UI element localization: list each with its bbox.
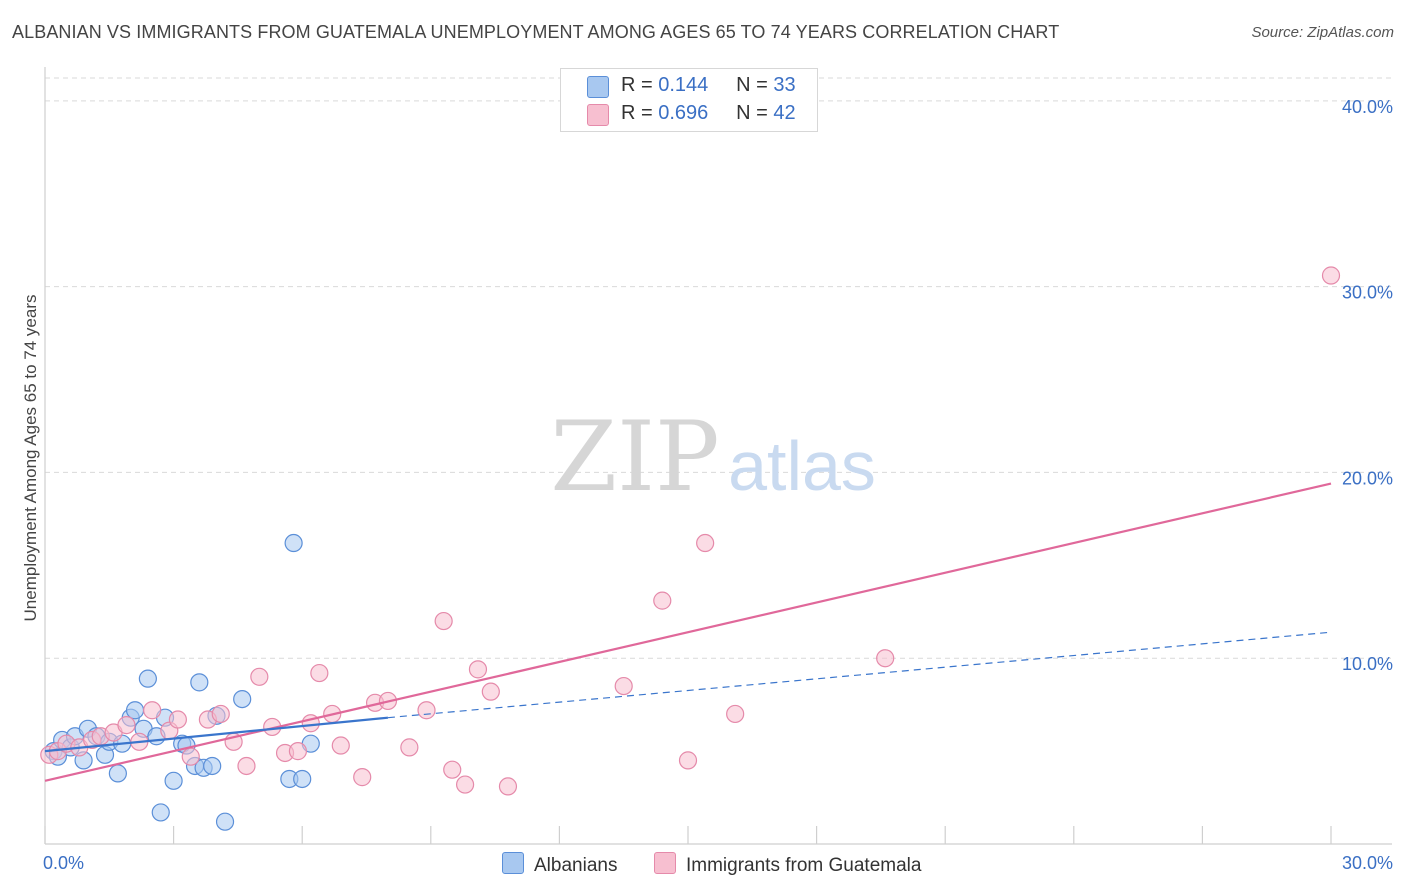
point-guatemala bbox=[481, 682, 500, 701]
point-guatemala bbox=[1321, 266, 1341, 285]
point-guatemala bbox=[468, 660, 488, 679]
point-guatemala bbox=[455, 775, 475, 794]
point-albanian bbox=[284, 533, 303, 553]
point-guatemala bbox=[181, 747, 200, 766]
legend-n-value: 33 bbox=[773, 74, 796, 96]
grid-layer bbox=[45, 77, 1392, 659]
x-tick-label: 30.0% bbox=[1342, 853, 1393, 873]
point-albanian bbox=[108, 764, 127, 783]
point-guatemala bbox=[168, 710, 187, 729]
point-guatemala bbox=[288, 742, 308, 761]
point-albanian bbox=[151, 803, 170, 822]
point-guatemala bbox=[678, 751, 698, 770]
point-guatemala bbox=[726, 704, 745, 724]
trend-line-guatemala bbox=[44, 482, 1332, 782]
y-tick-label: 20.0% bbox=[1342, 468, 1393, 488]
point-guatemala bbox=[696, 533, 715, 553]
point-albanian bbox=[233, 689, 252, 709]
y-axis-label: Unemployment Among Ages 65 to 74 years bbox=[21, 295, 40, 622]
points-layer bbox=[40, 266, 1341, 831]
trend-line-albanians-dashed bbox=[387, 631, 1332, 719]
label-layer: 10.0% 20.0% 30.0% 40.0% 0.0% 30.0% bbox=[43, 97, 1393, 873]
bottom-legend-guatemala: Immigrants from Guatemala bbox=[654, 852, 921, 877]
point-guatemala bbox=[653, 591, 672, 610]
point-guatemala bbox=[310, 663, 329, 683]
trend-line-albanians bbox=[44, 716, 389, 753]
point-guatemala bbox=[876, 649, 895, 668]
bottom-legend-label: Albanians bbox=[534, 855, 618, 876]
point-guatemala bbox=[434, 611, 453, 631]
y-tick-label: 40.0% bbox=[1342, 97, 1393, 117]
point-guatemala bbox=[614, 676, 633, 696]
point-guatemala bbox=[117, 715, 136, 735]
point-guatemala bbox=[443, 760, 462, 779]
point-guatemala bbox=[400, 738, 419, 757]
source-label: Source: ZipAtlas.com bbox=[1251, 24, 1394, 41]
bottom-swatch-pink bbox=[654, 852, 676, 874]
legend-r-value: 0.144 bbox=[658, 74, 709, 96]
point-guatemala bbox=[237, 756, 256, 776]
point-guatemala bbox=[417, 701, 436, 720]
watermark-zip: ZIP bbox=[550, 401, 719, 513]
point-guatemala bbox=[353, 768, 372, 787]
point-guatemala bbox=[250, 667, 269, 686]
legend-r-value: 0.696 bbox=[658, 102, 709, 124]
y-tick-label: 10.0% bbox=[1342, 654, 1393, 674]
point-albanian bbox=[293, 769, 312, 789]
legend-r-label: R = bbox=[621, 74, 653, 96]
trend-layer bbox=[44, 482, 1332, 782]
x-tick-label: 0.0% bbox=[43, 853, 84, 873]
point-albanian bbox=[164, 771, 183, 790]
axis-layer bbox=[44, 67, 1392, 845]
point-guatemala bbox=[211, 704, 230, 724]
point-guatemala bbox=[331, 736, 350, 755]
stats-legend: R = 0.144 N = 33 R = 0.696 N = 42 bbox=[560, 68, 818, 132]
point-albanian bbox=[125, 701, 145, 720]
point-guatemala bbox=[143, 701, 162, 720]
legend-r-label: R = bbox=[621, 102, 653, 124]
legend-n-value: 42 bbox=[773, 102, 796, 124]
legend-n-label: N = bbox=[736, 74, 768, 96]
y-tick-label: 30.0% bbox=[1342, 283, 1393, 303]
point-albanian bbox=[203, 756, 222, 776]
legend-swatch-pink bbox=[587, 104, 609, 126]
chart-title: ALBANIAN VS IMMIGRANTS FROM GUATEMALA UN… bbox=[12, 22, 1060, 42]
point-albanian bbox=[215, 812, 235, 831]
watermark-atlas: atlas bbox=[728, 427, 876, 505]
bottom-legend-albanians: Albanians bbox=[502, 852, 617, 877]
point-albanian bbox=[138, 669, 157, 688]
point-guatemala bbox=[498, 777, 518, 796]
bottom-swatch-blue bbox=[502, 852, 524, 874]
point-albanian bbox=[190, 673, 209, 692]
legend-n-label: N = bbox=[736, 102, 768, 124]
legend-swatch-blue bbox=[587, 76, 609, 98]
bottom-legend-label: Immigrants from Guatemala bbox=[686, 855, 922, 876]
